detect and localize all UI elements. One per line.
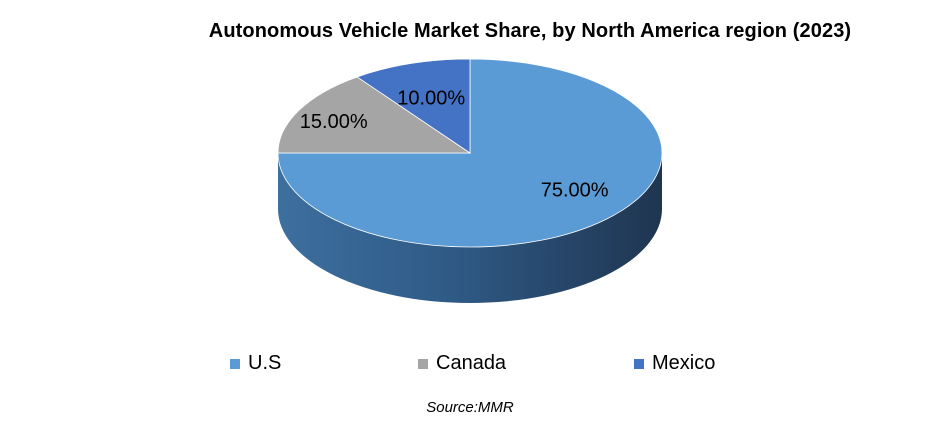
legend-swatch-us [230,358,240,369]
data-label-canada: 15.00% [300,111,368,133]
pie-side-wall [278,153,662,303]
legend-label-canada: Canada [436,352,507,374]
pie-slice-mexico [356,58,471,154]
data-label-us: 75.00% [541,180,609,202]
legend-label-us: U.S [248,352,282,374]
legend-swatch-mexico [634,358,644,369]
legend-item-mexico: Mexico [634,352,715,375]
pie-slice-us [277,58,663,248]
legend-item-canada: Canada [418,352,506,375]
source-note: Source:MMR [426,399,514,416]
pie-labels: 75.00% 15.00% 10.00% [300,88,609,202]
pie-side [278,153,662,303]
pie-top [277,58,663,248]
legend-item-us: U.S [230,352,281,375]
chart-title: Autonomous Vehicle Market Share, by Nort… [208,20,852,42]
pie-slice-canada [277,76,472,154]
legend-label-mexico: Mexico [652,352,716,374]
data-label-mexico: 10.00% [397,88,465,110]
legend-swatch-canada [418,358,428,369]
legend: U.S Canada Mexico [0,352,940,376]
